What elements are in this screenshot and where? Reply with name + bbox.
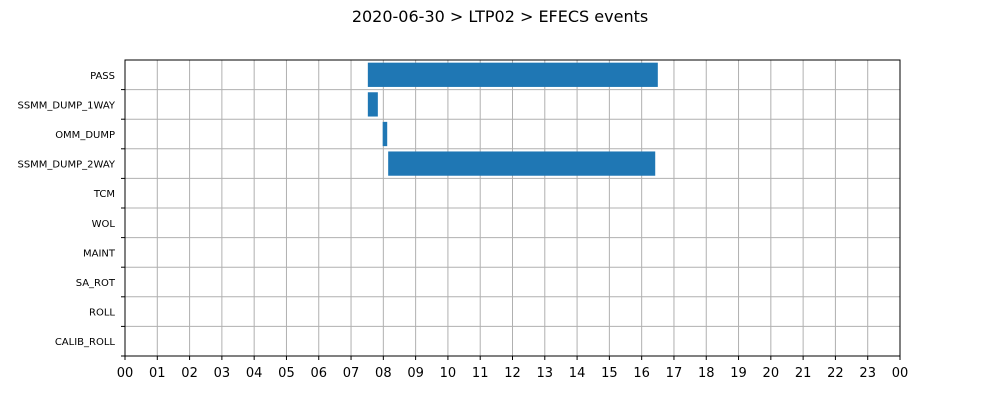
x-tick-label: 11 [472, 366, 489, 381]
x-tick-label: 20 [763, 366, 780, 381]
x-tick-label: 12 [504, 366, 521, 381]
x-tick-label: 16 [633, 366, 650, 381]
y-tick-label: SSMM_DUMP_1WAY [17, 100, 115, 111]
x-tick-label: 14 [569, 366, 586, 381]
x-tick-label: 00 [117, 366, 134, 381]
y-tick-label: TCM [93, 189, 115, 200]
y-tick-label: SA_ROT [76, 278, 116, 289]
x-tick-label: 02 [181, 366, 198, 381]
x-tick-label: 17 [666, 366, 683, 381]
event-bar [367, 62, 658, 87]
x-tick-label: 23 [859, 366, 876, 381]
y-tick-label: SSMM_DUMP_2WAY [17, 160, 115, 171]
x-tick-label: 09 [407, 366, 424, 381]
y-tick-label: MAINT [83, 248, 116, 259]
x-tick-label: 22 [827, 366, 844, 381]
x-tick-label: 00 [892, 366, 909, 381]
x-tick-label: 04 [246, 366, 263, 381]
event-bar [382, 121, 388, 147]
x-tick-label: 05 [278, 366, 295, 381]
y-tick-label: WOL [92, 219, 116, 230]
x-axis-ticks: 00 01 02 03 04 05 06 07 08 09 10 11 12 13 14 15 16 17 18 19… [117, 356, 909, 381]
x-tick-label: 13 [537, 366, 554, 381]
x-tick-label: 01 [149, 366, 166, 381]
x-tick-label: 07 [343, 366, 360, 381]
y-tick-label: CALIB_ROLL [55, 337, 116, 348]
x-tick-label: 15 [601, 366, 618, 381]
y-tick-label: ROLL [89, 308, 115, 319]
x-tick-label: 08 [375, 366, 392, 381]
x-tick-label: 19 [730, 366, 747, 381]
y-tick-label: PASS [90, 71, 115, 82]
y-tick-label: OMM_DUMP [55, 130, 115, 141]
y-axis-ticks: PASS SSMM_DUMP_1WAY OMM_DUMP SSMM_DUMP_2WAY… [17, 71, 125, 357]
chart-title: 2020-06-30 > LTP02 > EFECS events [352, 7, 648, 26]
event-bar [388, 151, 656, 176]
grid-lines [124, 60, 901, 356]
x-tick-label: 06 [310, 366, 327, 381]
x-tick-label: 03 [214, 366, 231, 381]
x-tick-label: 21 [795, 366, 812, 381]
x-tick-label: 10 [440, 366, 457, 381]
event-bar [367, 92, 378, 117]
event-bars [367, 62, 658, 176]
x-tick-label: 18 [698, 366, 715, 381]
